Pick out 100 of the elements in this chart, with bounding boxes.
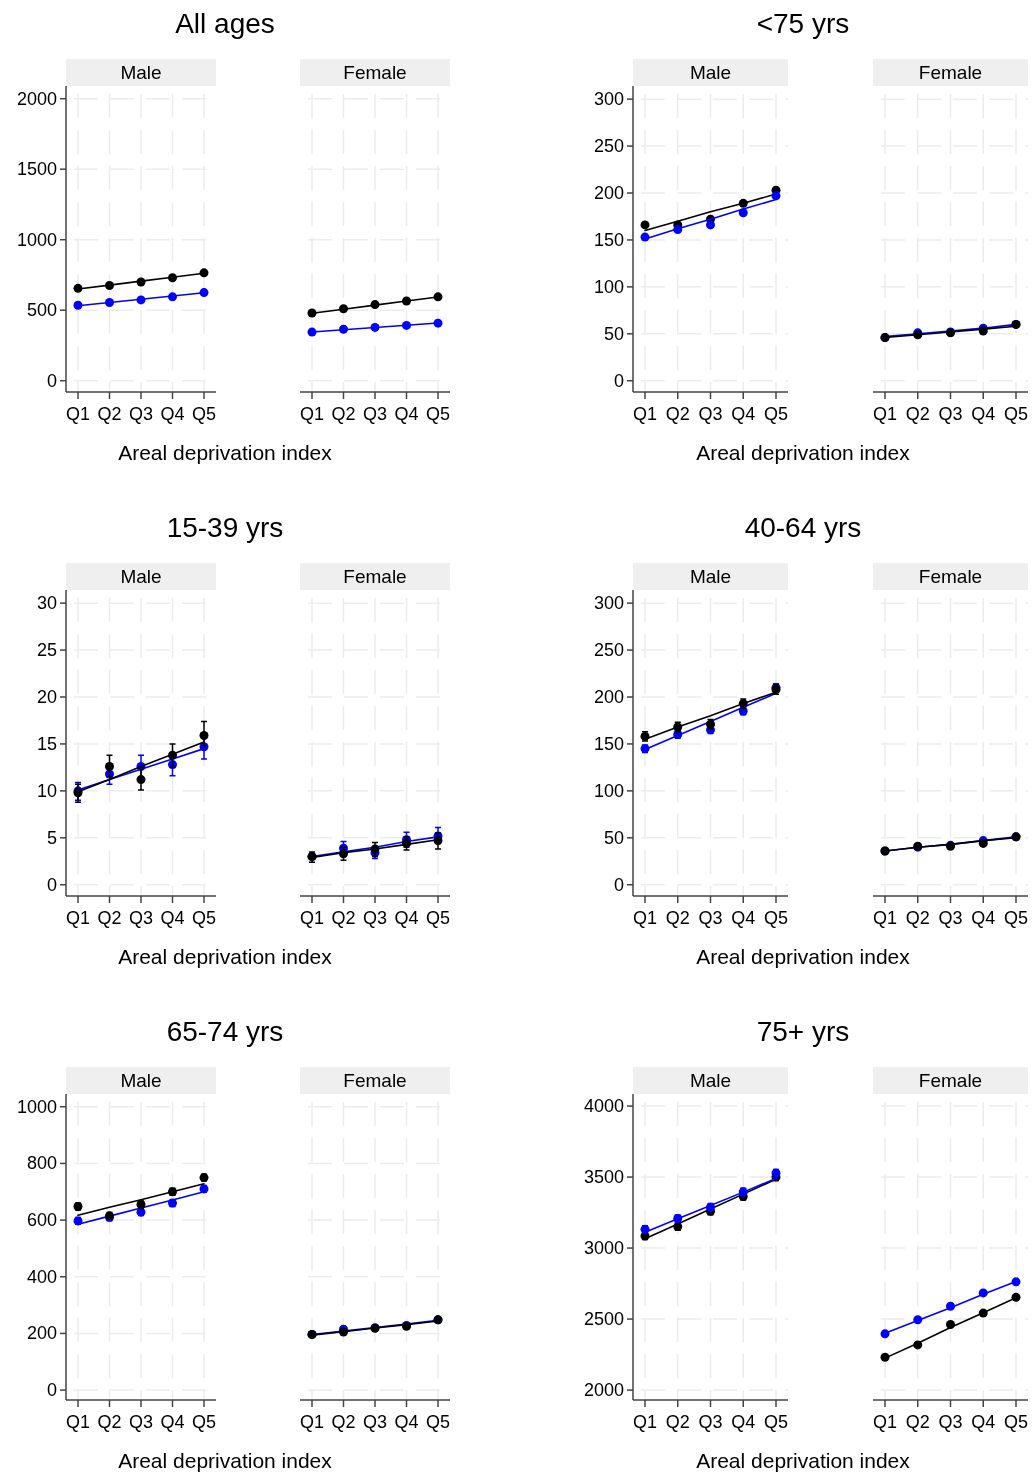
chart-subtitle: Male bbox=[120, 566, 162, 587]
x-tick-label: Q4 bbox=[971, 1412, 996, 1432]
x-tick-label: Q3 bbox=[128, 1412, 154, 1432]
chart-subtitle: Female bbox=[918, 1070, 983, 1091]
x-tick-label: Q2 bbox=[331, 404, 356, 424]
x-axis-title: Areal deprivation index bbox=[696, 1449, 911, 1472]
y-tick-label: 150 bbox=[593, 733, 624, 754]
x-tick-label: Q1 bbox=[872, 404, 898, 424]
x-tick-label: Q1 bbox=[299, 908, 325, 928]
x-tick-label: Q2 bbox=[331, 908, 356, 928]
y-tick-label: 150 bbox=[593, 229, 624, 250]
chart-subtitle: Female bbox=[918, 62, 983, 83]
x-tick-label: Q3 bbox=[362, 404, 388, 424]
x-tick-label: Q5 bbox=[425, 908, 451, 928]
x-tick-label: Q3 bbox=[938, 1412, 963, 1432]
x-tick-label: Q5 bbox=[763, 404, 789, 424]
x-tick-label: Q1 bbox=[872, 908, 898, 928]
x-tick-label: Q4 bbox=[731, 908, 756, 928]
x-tick-label: Q3 bbox=[698, 1412, 723, 1432]
y-tick-label: 50 bbox=[603, 323, 624, 344]
y-tick-label: 50 bbox=[603, 827, 624, 848]
x-tick-label: Q2 bbox=[905, 1412, 930, 1432]
y-tick-label: 2500 bbox=[583, 1309, 624, 1330]
x-tick-label: Q3 bbox=[698, 404, 723, 424]
x-tick-label: Q4 bbox=[160, 908, 185, 928]
y-tick-label: 0 bbox=[46, 874, 57, 895]
x-tick-label: Q1 bbox=[632, 404, 658, 424]
y-tick-label: 0 bbox=[613, 370, 624, 391]
x-tick-label: Q1 bbox=[632, 1412, 658, 1432]
chart-subtitle: Female bbox=[918, 566, 983, 587]
y-tick-label: 10 bbox=[36, 780, 57, 801]
chart-subtitle: Male bbox=[689, 566, 732, 587]
x-axis-title: Areal deprivation index bbox=[696, 945, 911, 968]
y-tick-label: 200 bbox=[593, 687, 624, 708]
x-tick-label: Q1 bbox=[65, 1412, 91, 1432]
x-tick-label: Q4 bbox=[971, 404, 996, 424]
x-tick-label: Q4 bbox=[160, 404, 185, 424]
y-tick-label: 1500 bbox=[16, 159, 57, 180]
y-tick-label: 200 bbox=[593, 183, 624, 204]
chart-title: 40-64 yrs bbox=[744, 512, 862, 543]
y-tick-label: 2000 bbox=[583, 1380, 624, 1401]
x-tick-label: Q5 bbox=[191, 908, 217, 928]
y-tick-label: 250 bbox=[593, 640, 624, 661]
y-tick-label: 2000 bbox=[16, 88, 57, 109]
y-tick-label: 30 bbox=[36, 593, 57, 614]
y-tick-label: 200 bbox=[26, 1323, 57, 1344]
chart-subtitle: Female bbox=[343, 62, 407, 83]
x-tick-label: Q5 bbox=[191, 1412, 217, 1432]
x-axis-title: Areal deprivation index bbox=[696, 441, 911, 464]
x-tick-label: Q2 bbox=[331, 1412, 356, 1432]
x-tick-label: Q2 bbox=[97, 908, 122, 928]
y-tick-label: 3500 bbox=[583, 1167, 624, 1188]
x-tick-label: Q1 bbox=[299, 404, 325, 424]
y-tick-label: 20 bbox=[36, 687, 57, 708]
x-tick-label: Q5 bbox=[425, 404, 451, 424]
x-tick-label: Q4 bbox=[971, 908, 996, 928]
y-tick-label: 100 bbox=[593, 780, 624, 801]
x-tick-label: Q3 bbox=[362, 1412, 388, 1432]
chart-subtitle: Male bbox=[689, 1070, 732, 1091]
x-tick-label: Q2 bbox=[97, 404, 122, 424]
x-tick-label: Q3 bbox=[128, 404, 154, 424]
chart-title: <75 yrs bbox=[756, 8, 850, 39]
y-tick-label: 0 bbox=[613, 874, 624, 895]
x-tick-label: Q3 bbox=[128, 908, 154, 928]
x-tick-label: Q5 bbox=[1003, 404, 1029, 424]
x-tick-label: Q4 bbox=[731, 404, 756, 424]
x-tick-label: Q4 bbox=[160, 1412, 185, 1432]
x-tick-label: Q4 bbox=[394, 908, 419, 928]
y-tick-label: 25 bbox=[36, 640, 57, 661]
chart-title: All ages bbox=[175, 8, 275, 39]
x-tick-label: Q3 bbox=[938, 404, 963, 424]
x-tick-label: Q3 bbox=[698, 908, 723, 928]
chart-title: 65-74 yrs bbox=[166, 1016, 284, 1047]
y-tick-label: 100 bbox=[593, 276, 624, 297]
x-axis-title: Areal deprivation index bbox=[118, 1449, 333, 1472]
y-tick-label: 800 bbox=[26, 1153, 57, 1174]
x-tick-label: Q2 bbox=[97, 1412, 122, 1432]
y-tick-label: 0 bbox=[46, 370, 57, 391]
x-tick-label: Q4 bbox=[394, 1412, 419, 1432]
y-tick-label: 4000 bbox=[583, 1096, 624, 1117]
chart-subtitle: Female bbox=[343, 1070, 407, 1091]
x-tick-label: Q2 bbox=[665, 404, 690, 424]
x-tick-label: Q5 bbox=[763, 908, 789, 928]
chart-subtitle: Male bbox=[689, 62, 732, 83]
x-tick-label: Q1 bbox=[872, 1412, 898, 1432]
y-tick-label: 1000 bbox=[16, 229, 57, 250]
y-tick-label: 400 bbox=[26, 1266, 57, 1287]
x-tick-label: Q4 bbox=[394, 404, 419, 424]
y-tick-label: 0 bbox=[46, 1380, 57, 1401]
y-tick-label: 15 bbox=[36, 733, 57, 754]
y-tick-label: 300 bbox=[593, 89, 624, 110]
y-tick-label: 300 bbox=[593, 593, 624, 614]
chart-title: 75+ yrs bbox=[756, 1016, 850, 1047]
y-tick-label: 500 bbox=[26, 300, 57, 321]
y-tick-label: 3000 bbox=[583, 1238, 624, 1259]
x-tick-label: Q2 bbox=[905, 908, 930, 928]
x-tick-label: Q1 bbox=[632, 908, 658, 928]
x-tick-label: Q2 bbox=[905, 404, 930, 424]
chart-subtitle: Male bbox=[120, 1070, 162, 1091]
x-tick-label: Q2 bbox=[665, 1412, 690, 1432]
